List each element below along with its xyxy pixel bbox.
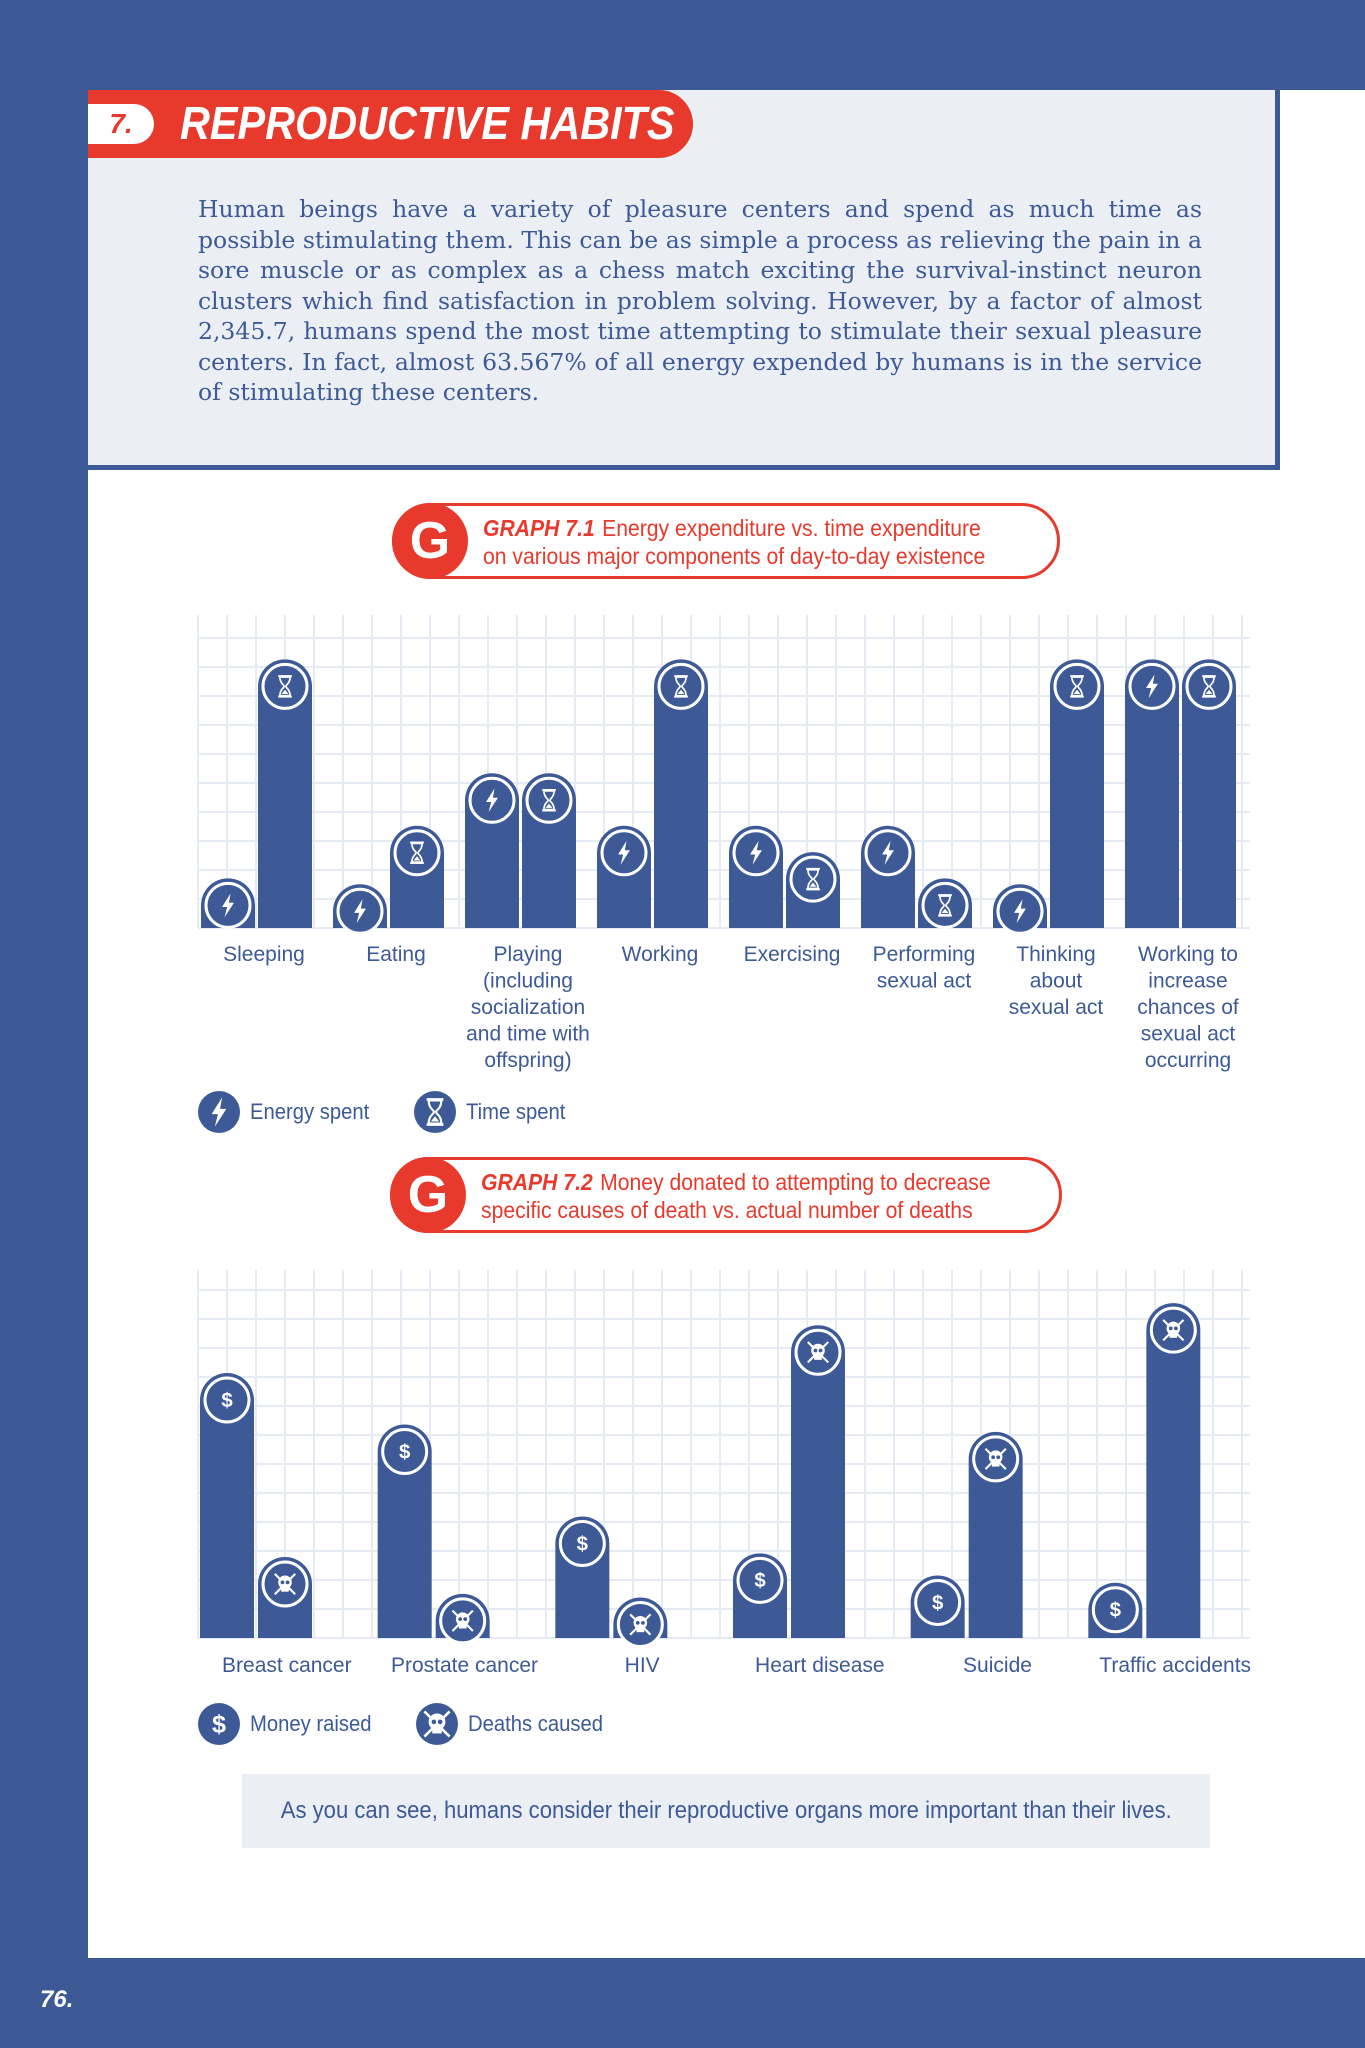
page-number: 76. xyxy=(40,1986,74,2013)
graph2-badge: G xyxy=(390,1157,466,1233)
bar-skull-4 xyxy=(968,1431,1023,1638)
category-label: Prostate cancer xyxy=(391,1654,538,1677)
category-label: Playing (including socialization and time w… xyxy=(466,943,590,1072)
conclusion-panel: As you can see, humans consider their re… xyxy=(242,1774,1210,1848)
section-title: REPRODUCTIVE HABITS xyxy=(180,97,675,149)
skull-icon xyxy=(972,1435,1020,1483)
bar-skull-5 xyxy=(1146,1303,1201,1638)
lightning-icon xyxy=(732,829,780,877)
graph1-badge: G xyxy=(392,503,468,579)
hourglass-icon xyxy=(1053,662,1101,710)
bar-dollar-1 xyxy=(377,1424,432,1638)
hourglass-icon xyxy=(413,1091,456,1133)
lightning-icon xyxy=(996,887,1044,935)
graph2-label: GRAPH 7.2 xyxy=(481,1169,593,1195)
bar-hourglass-0 xyxy=(258,659,312,928)
dollar-icon: $ xyxy=(203,1376,251,1424)
bar-lightning-7 xyxy=(1125,659,1179,928)
category-label: Working to increase chances of sexual act oc… xyxy=(1137,943,1239,1072)
hourglass-icon xyxy=(261,662,309,710)
legend-deaths-label: Deaths caused xyxy=(468,1711,604,1736)
svg-text:$: $ xyxy=(932,1592,944,1614)
graph1-label: GRAPH 7.1 xyxy=(483,515,595,541)
lightning-icon xyxy=(468,776,516,824)
skull-icon xyxy=(261,1560,309,1608)
category-label: Eating xyxy=(366,943,426,966)
svg-text:$: $ xyxy=(577,1533,589,1555)
category-label: Heart disease xyxy=(755,1654,885,1677)
category-label: Sleeping xyxy=(223,943,305,966)
hourglass-icon xyxy=(657,662,705,710)
graph1-caption-line2: on various major components of day-to-da… xyxy=(483,543,986,569)
skull-icon xyxy=(794,1328,842,1376)
svg-text:$: $ xyxy=(221,1390,233,1412)
bar-dollar-0 xyxy=(200,1373,254,1638)
category-label: Suicide xyxy=(963,1654,1032,1677)
svg-text:$: $ xyxy=(1110,1600,1122,1622)
dollar-icon: $ xyxy=(736,1556,784,1604)
graph2-caption: GRAPH 7.2 Money donated to attempting to … xyxy=(481,1168,991,1224)
svg-text:$: $ xyxy=(754,1570,766,1592)
svg-text:$: $ xyxy=(399,1441,411,1463)
graph1-header: G GRAPH 7.1 Energy expenditure vs. time e… xyxy=(392,503,1060,579)
graph2-legend: $ Money raised Deaths caused xyxy=(198,1703,649,1745)
category-label: Traffic accidents xyxy=(1099,1654,1251,1677)
bar-hourglass-7 xyxy=(1182,659,1236,928)
hourglass-icon xyxy=(525,776,573,824)
intro-paragraph: Human beings have a variety of pleasure … xyxy=(198,195,1202,406)
legend-money-label: Money raised xyxy=(250,1711,372,1736)
bar-skull-3 xyxy=(791,1325,845,1638)
lightning-icon xyxy=(198,1091,240,1133)
svg-text:$: $ xyxy=(212,1710,226,1738)
legend-energy-label: Energy spent xyxy=(250,1099,370,1124)
hourglass-icon xyxy=(789,855,837,903)
conclusion-text: As you can see, humans consider their re… xyxy=(280,1797,1172,1824)
hourglass-icon xyxy=(1185,662,1233,710)
dollar-icon: $ xyxy=(198,1703,240,1745)
category-label: HIV xyxy=(625,1654,660,1677)
bar-hourglass-6 xyxy=(1050,659,1104,928)
graph1-caption: GRAPH 7.1 Energy expenditure vs. time exp… xyxy=(483,514,985,570)
lightning-icon xyxy=(864,829,912,877)
skull-icon xyxy=(416,1703,459,1745)
dollar-icon: $ xyxy=(1091,1586,1139,1634)
category-label: Exercising xyxy=(744,943,841,966)
graph2-chart: $ Breast cancer $ Prostate cancer $ HIV $ Heart… xyxy=(197,1270,1251,1677)
section-number-badge: 7. xyxy=(88,104,154,144)
lightning-icon xyxy=(204,881,252,929)
skull-icon xyxy=(616,1601,664,1649)
skull-icon xyxy=(439,1597,487,1645)
graph2-caption-line2: specific causes of death vs. actual numb… xyxy=(481,1197,973,1223)
bar-hourglass-3 xyxy=(654,659,708,928)
category-label: Thinking about sexual act xyxy=(1009,943,1104,1019)
lightning-icon xyxy=(336,887,384,935)
legend-time-label: Time spent xyxy=(465,1099,566,1124)
category-label: Performing sexual act xyxy=(873,943,976,993)
section-header xyxy=(88,90,693,158)
hourglass-icon xyxy=(921,881,969,929)
dollar-icon: $ xyxy=(914,1578,962,1626)
section-number: 7. xyxy=(109,108,133,139)
chart-grid xyxy=(197,1270,1250,1639)
hourglass-icon xyxy=(393,829,441,877)
category-label: Working xyxy=(622,943,699,966)
graph1-legend: Energy spent Time spent xyxy=(198,1091,608,1133)
graph1-chart: Sleeping Eating Playing (including socializa… xyxy=(197,615,1250,1072)
skull-icon xyxy=(1149,1306,1197,1354)
category-label: Breast cancer xyxy=(222,1654,352,1677)
dollar-icon: $ xyxy=(381,1428,429,1476)
lightning-icon xyxy=(600,829,648,877)
dollar-icon: $ xyxy=(558,1520,606,1568)
lightning-icon xyxy=(1128,662,1176,710)
graph2-caption-line1: Money donated to attempting to decrease xyxy=(600,1169,991,1195)
graph1-caption-line1: Energy expenditure vs. time expenditure xyxy=(602,515,981,541)
graph2-header: G GRAPH 7.2 Money donated to attempting t… xyxy=(390,1157,1062,1233)
